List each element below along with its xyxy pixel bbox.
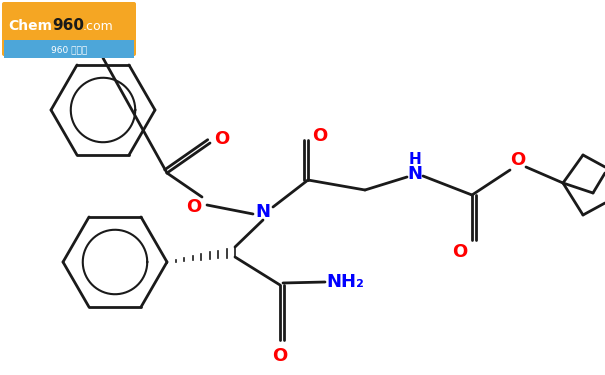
Text: Chem: Chem — [8, 19, 52, 33]
Text: O: O — [272, 347, 287, 365]
Text: N: N — [255, 203, 270, 221]
Text: O: O — [453, 243, 468, 261]
Text: 960: 960 — [52, 18, 84, 33]
Text: 960 化工网: 960 化工网 — [51, 45, 87, 54]
Text: O: O — [511, 151, 526, 169]
Text: O: O — [214, 130, 230, 148]
Text: H: H — [408, 153, 421, 168]
FancyBboxPatch shape — [2, 2, 136, 56]
Text: .com: .com — [83, 20, 114, 33]
Text: NH₂: NH₂ — [326, 273, 364, 291]
Bar — [4, 40, 134, 58]
Text: N: N — [408, 165, 422, 183]
Text: O: O — [186, 198, 201, 216]
Text: O: O — [312, 127, 328, 145]
